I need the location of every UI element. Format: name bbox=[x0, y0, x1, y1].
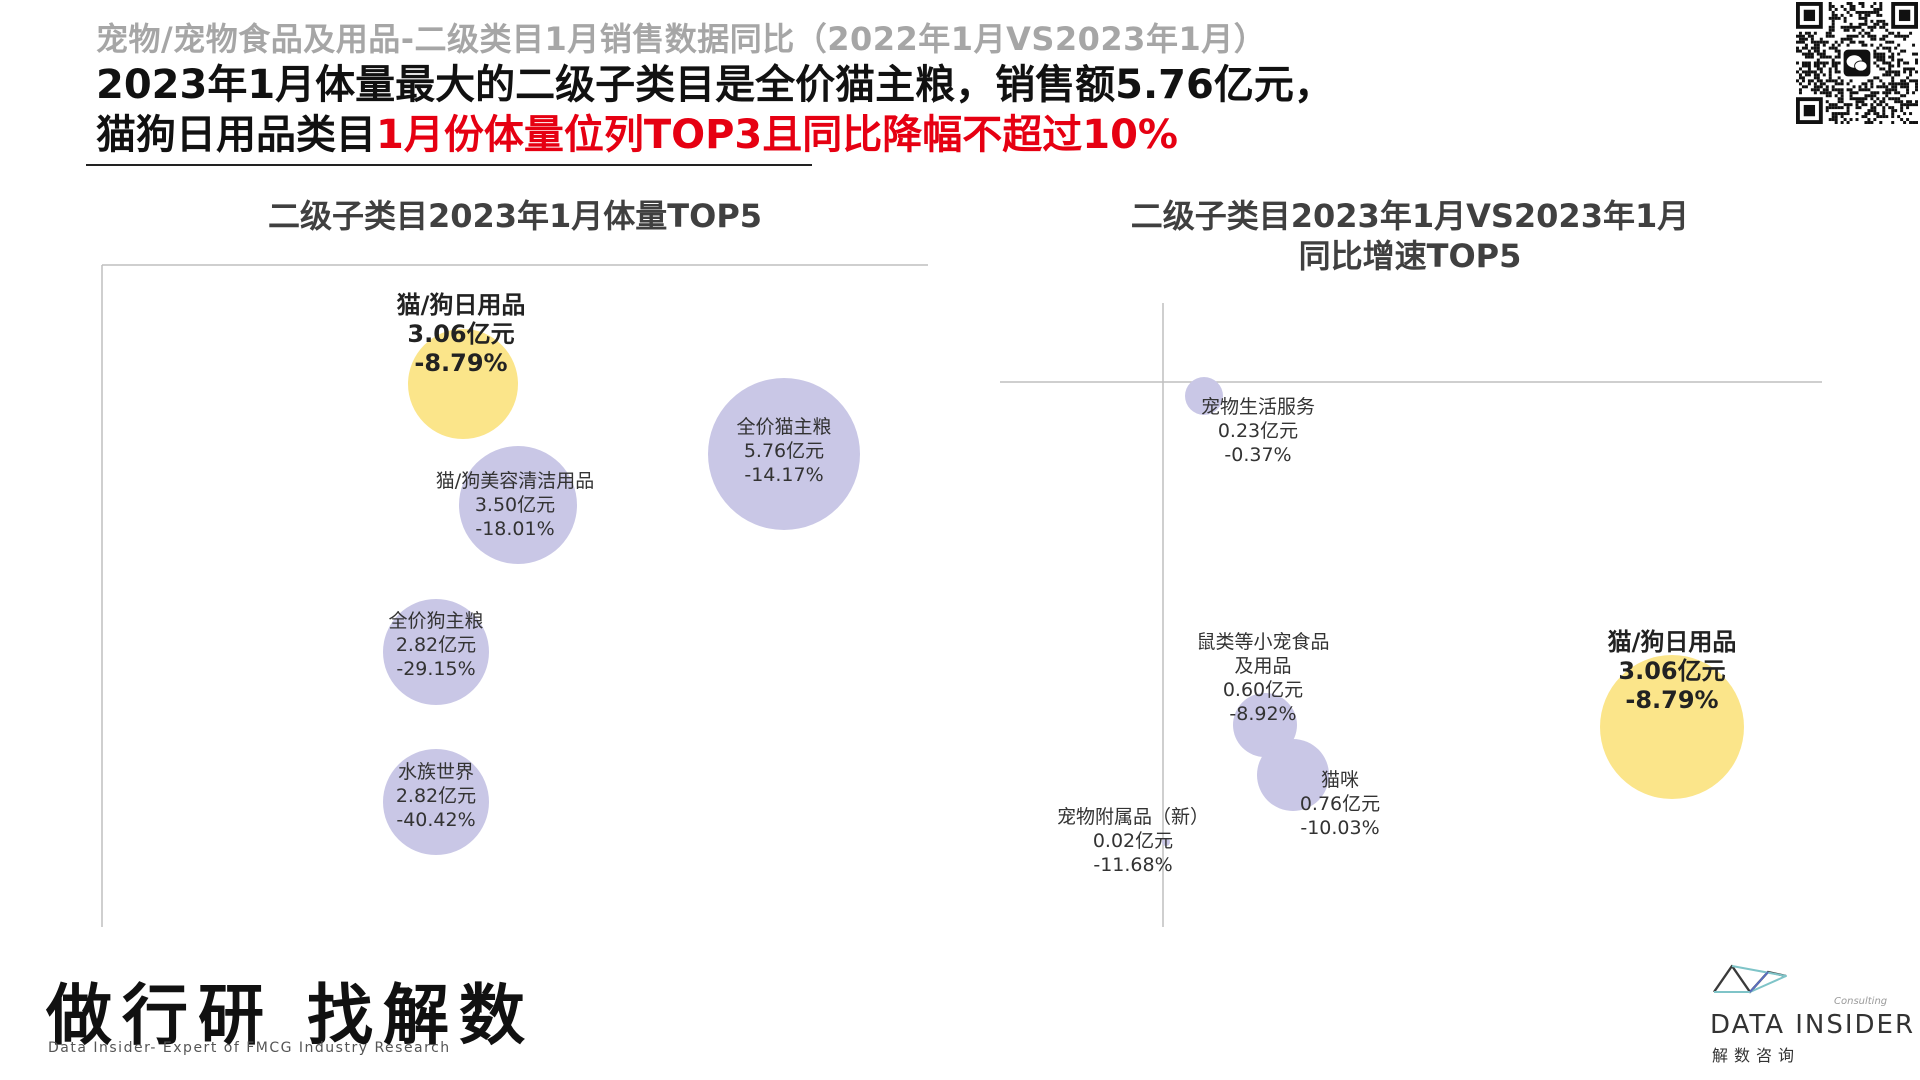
bubble-value-label: 2.82亿元 bbox=[396, 785, 476, 807]
bubble-name-label: 猫/狗日用品 bbox=[397, 291, 526, 319]
bubble-value-label: 0.60亿元 bbox=[1223, 679, 1303, 701]
bubble-value-label: 0.02亿元 bbox=[1093, 830, 1173, 852]
bubble-name-label: 宠物附属品（新） bbox=[1057, 806, 1209, 828]
bubble-name-label: 全价猫主粮 bbox=[736, 416, 831, 438]
bubble-name-label: 宠物生活服务 bbox=[1201, 396, 1315, 418]
bubble-growth-label: -0.37% bbox=[1224, 444, 1291, 466]
bubble-growth-label: -11.68% bbox=[1093, 854, 1172, 876]
bubble-growth-label: -8.92% bbox=[1229, 703, 1296, 725]
bubble-name-label: 猫咪 bbox=[1321, 769, 1359, 791]
bubble-name-label: 及用品 bbox=[1234, 655, 1291, 677]
bubble-value-label: 0.23亿元 bbox=[1218, 420, 1298, 442]
bubble-growth-label: -8.79% bbox=[414, 349, 507, 377]
logo-consulting: Consulting bbox=[1834, 996, 1887, 1007]
bubble-name-label: 全价狗主粮 bbox=[388, 610, 483, 632]
right-bubble-4: 宠物附属品（新）0.02亿元-11.68% bbox=[1057, 806, 1209, 876]
bubble-growth-label: -10.03% bbox=[1300, 817, 1379, 839]
bubble-growth-label: -29.15% bbox=[396, 658, 475, 680]
bubble-name-label: 鼠类等小宠食品 bbox=[1196, 631, 1329, 653]
bubble-value-label: 3.50亿元 bbox=[475, 494, 555, 516]
footer-tagline: Data Insider- Expert of FMCG Industry Re… bbox=[48, 1040, 451, 1056]
bubble-name-label: 猫/狗日用品 bbox=[1608, 628, 1737, 656]
data-insider-logo-icon bbox=[1710, 962, 1790, 1000]
bubble-growth-label: -8.79% bbox=[1625, 686, 1718, 714]
left-chart-axes bbox=[102, 265, 928, 927]
bubble-value-label: 3.06亿元 bbox=[1618, 657, 1725, 685]
bubble-value-label: 0.76亿元 bbox=[1300, 793, 1380, 815]
bubble-value-label: 3.06亿元 bbox=[407, 320, 514, 348]
logo-text: DATA INSIDER bbox=[1710, 1010, 1915, 1040]
right-bubble-3: 猫咪0.76亿元-10.03% bbox=[1257, 739, 1380, 839]
bubble-growth-label: -14.17% bbox=[744, 464, 823, 486]
bubble-value-label: 2.82亿元 bbox=[396, 634, 476, 656]
bubble-growth-label: -18.01% bbox=[475, 518, 554, 540]
bubble-value-label: 5.76亿元 bbox=[744, 440, 824, 462]
bubble-name-label: 水族世界 bbox=[398, 761, 474, 783]
logo-chinese: 解数咨询 bbox=[1712, 1042, 1800, 1066]
bubble-growth-label: -40.42% bbox=[396, 809, 475, 831]
bubble-name-label: 猫/狗美容清洁用品 bbox=[436, 470, 594, 492]
